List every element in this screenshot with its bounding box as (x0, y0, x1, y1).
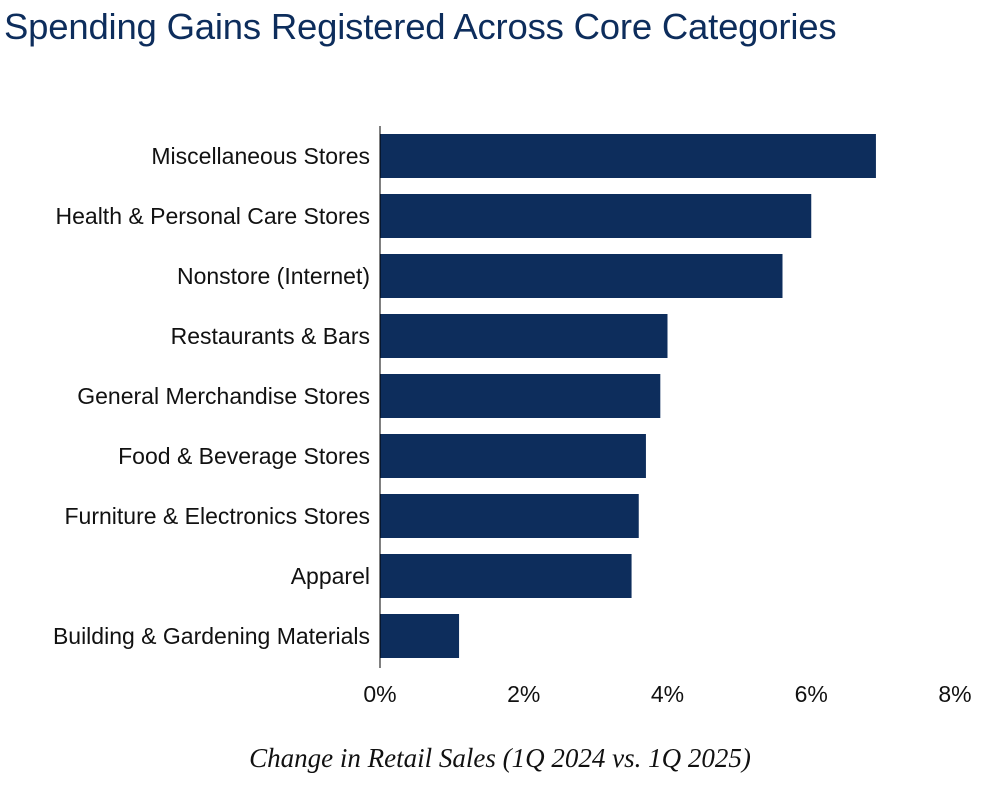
bar-0 (380, 134, 876, 178)
bar-7 (380, 554, 632, 598)
x-tick-label-4: 8% (938, 681, 971, 707)
x-tick-label-0: 0% (363, 681, 396, 707)
bars-group (380, 134, 876, 658)
category-label-3: Restaurants & Bars (171, 323, 370, 349)
bar-1 (380, 194, 812, 238)
chart-title: Spending Gains Registered Across Core Ca… (4, 6, 837, 47)
bar-3 (380, 314, 668, 358)
category-label-6: Furniture & Electronics Stores (64, 503, 370, 529)
bar-2 (380, 254, 783, 298)
category-label-8: Building & Gardening Materials (53, 623, 370, 649)
category-label-4: General Merchandise Stores (77, 383, 370, 409)
bar-8 (380, 614, 460, 658)
bar-6 (380, 494, 639, 538)
tick-labels-group: 0% 2% 4% 6% 8% (363, 681, 971, 707)
bar-5 (380, 434, 646, 478)
category-label-7: Apparel (291, 563, 370, 589)
bar-4 (380, 374, 661, 418)
x-axis-label: Change in Retail Sales (1Q 2024 vs. 1Q 2… (249, 743, 751, 773)
category-label-5: Food & Beverage Stores (118, 443, 370, 469)
category-label-2: Nonstore (Internet) (177, 263, 370, 289)
x-tick-label-2: 4% (651, 681, 684, 707)
x-tick-label-1: 2% (507, 681, 540, 707)
category-label-1: Health & Personal Care Stores (56, 203, 371, 229)
x-tick-label-3: 6% (795, 681, 828, 707)
category-labels-group: Miscellaneous Stores Health & Personal Ca… (53, 143, 370, 649)
category-label-0: Miscellaneous Stores (151, 143, 370, 169)
